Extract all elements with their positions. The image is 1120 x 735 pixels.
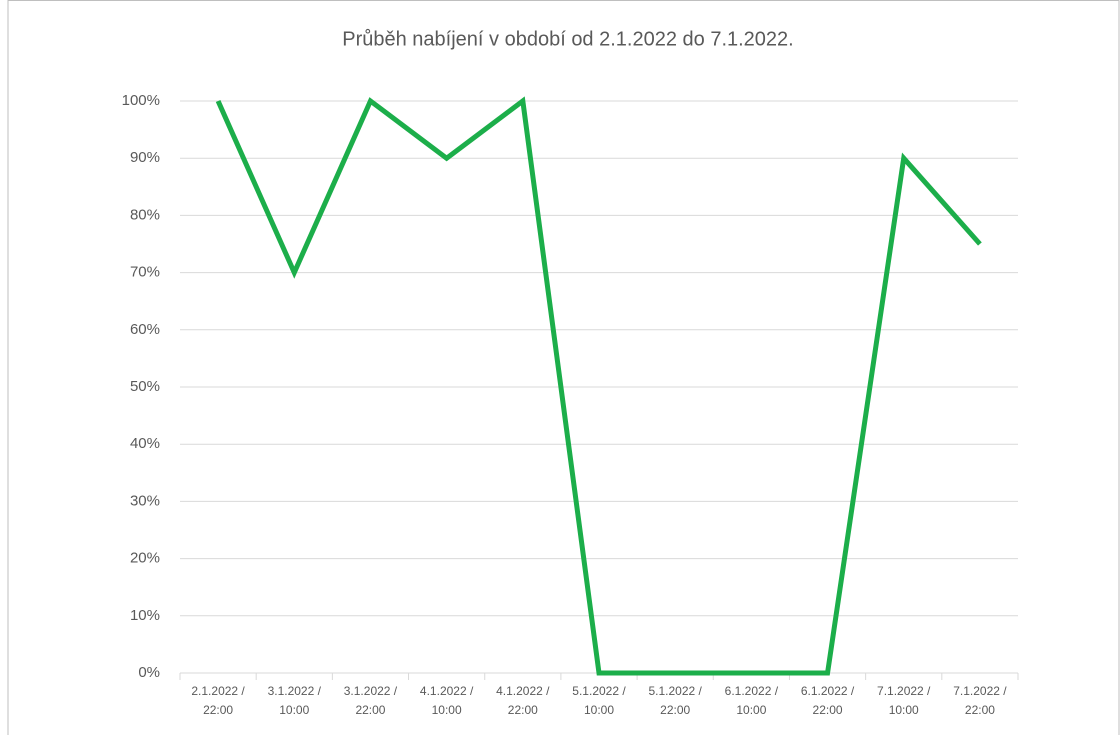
y-tick-label: 90%	[130, 149, 160, 166]
y-tick-label: 40%	[130, 435, 160, 452]
x-tick-label: 7.1.2022 / 10:00	[877, 684, 931, 717]
x-tick-label: 4.1.2022 / 10:00	[419, 684, 474, 717]
x-tick-label: 4.1.2022 / 22:00	[496, 684, 550, 717]
y-tick-label: 60%	[130, 321, 160, 338]
chart-title: Průběh nabíjení v období od 2.1.2022 do …	[342, 28, 793, 50]
x-tick-label: 7.1.2022 / 22:00	[953, 684, 1007, 717]
y-tick-label: 70%	[130, 264, 160, 281]
x-tick-label: 6.1.2022 / 22:00	[800, 684, 855, 717]
x-tick-label: 3.1.2022 / 10:00	[267, 684, 321, 717]
y-tick-label: 100%	[122, 92, 160, 109]
x-tick-label: 5.1.2022 / 22:00	[648, 684, 702, 717]
y-tick-label: 30%	[130, 492, 160, 509]
y-tick-label: 10%	[130, 607, 160, 624]
x-tick-label: 3.1.2022 / 22:00	[343, 684, 398, 717]
x-tick-label: 6.1.2022 / 10:00	[724, 684, 779, 717]
y-tick-label: 20%	[130, 550, 160, 567]
y-tick-label: 0%	[138, 664, 160, 681]
y-tick-label: 80%	[130, 206, 160, 223]
line-series	[215, 96, 982, 676]
x-tick-label: 5.1.2022 / 10:00	[572, 684, 626, 717]
x-tick-label: 2.1.2022 / 22:00	[191, 684, 245, 717]
y-tick-label: 50%	[130, 378, 160, 395]
chart-frame	[7, 0, 1120, 735]
